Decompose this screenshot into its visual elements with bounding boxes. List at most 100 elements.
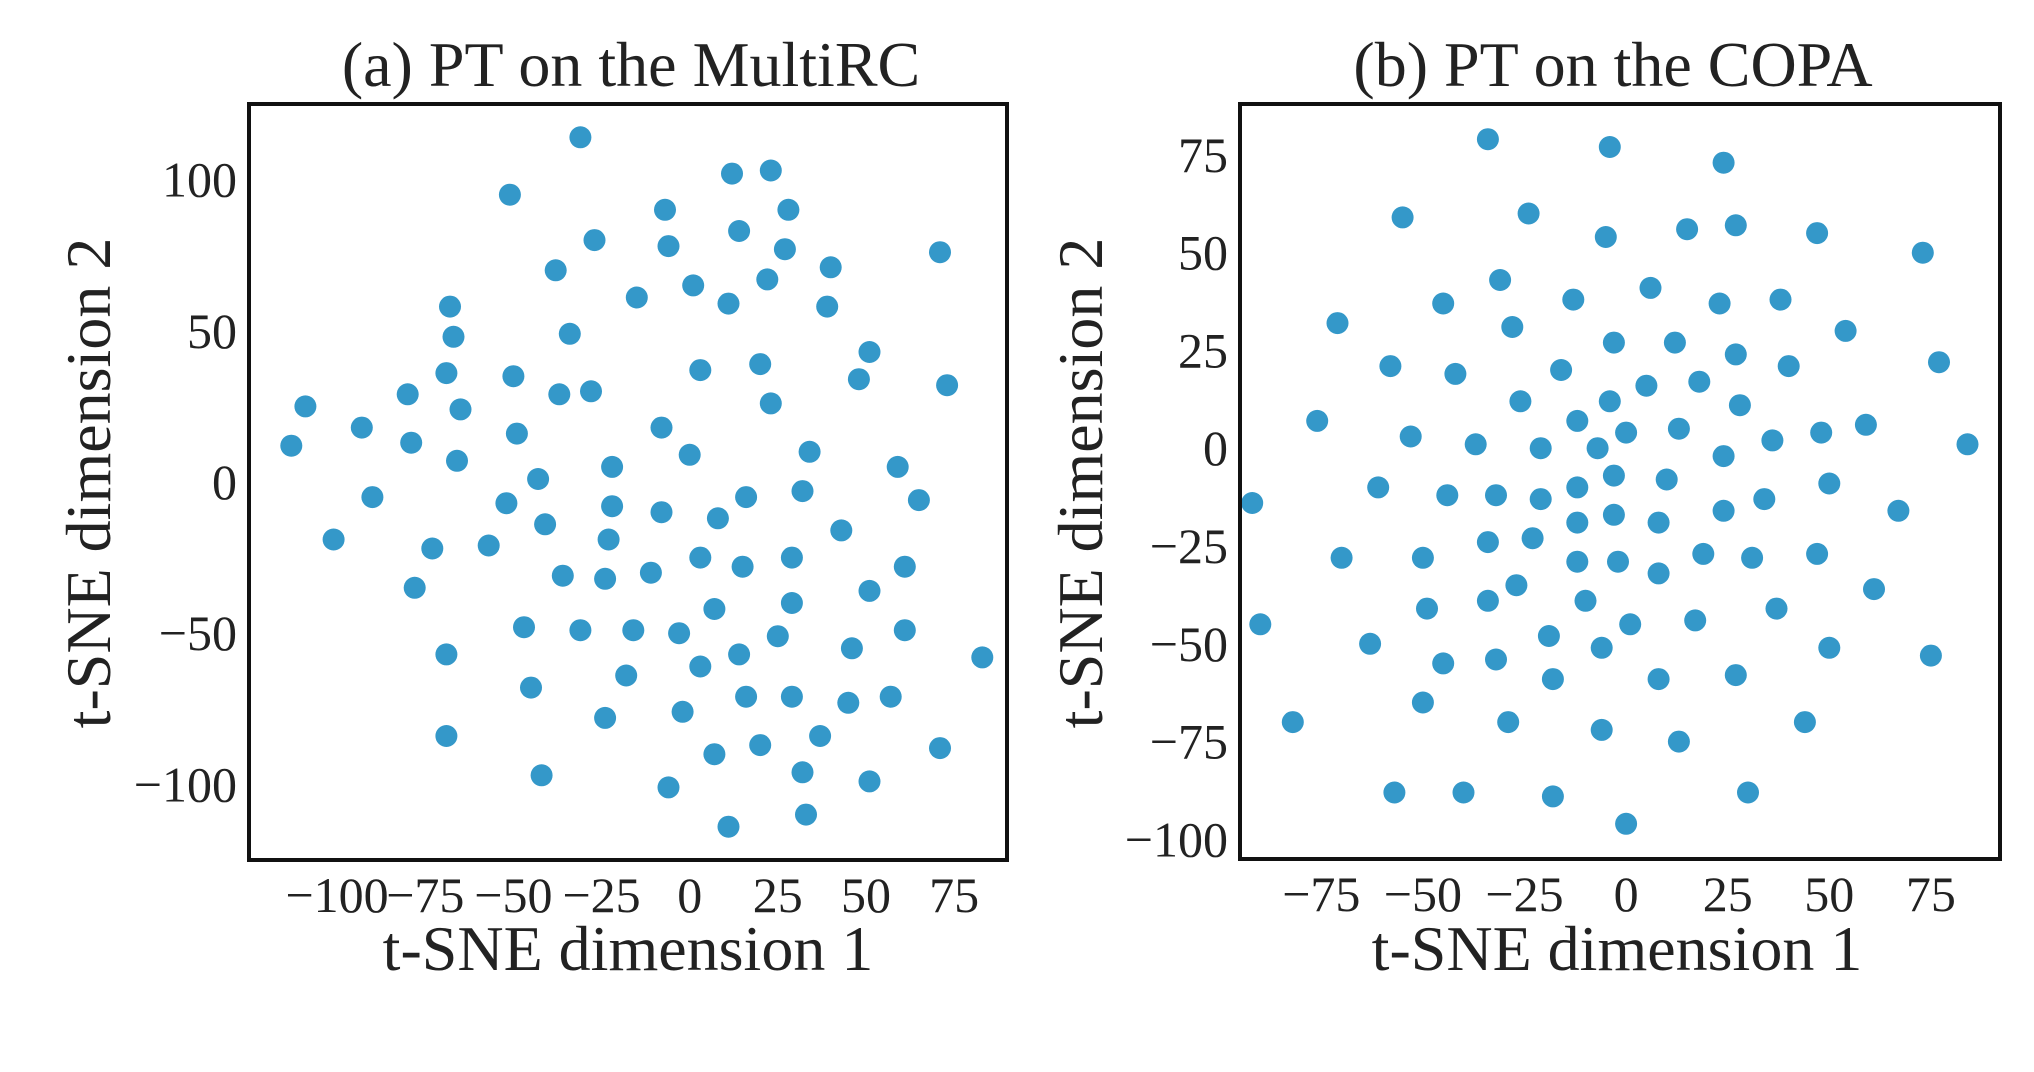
x-tick-label: 0 <box>1614 866 1639 922</box>
scatter-point <box>1728 394 1751 417</box>
scatter-point <box>435 362 458 385</box>
scatter-point <box>1505 574 1528 597</box>
scatter-point <box>1777 355 1800 378</box>
scatter-point <box>280 434 303 457</box>
scatter-point <box>1306 409 1329 432</box>
scatter-point <box>657 235 680 258</box>
scatter-point <box>858 341 881 363</box>
scatter-point <box>1712 151 1735 174</box>
scatter-point <box>435 725 458 747</box>
scatter-point <box>780 592 803 614</box>
x-tick-label: 50 <box>1804 866 1854 922</box>
x-tick-label: −50 <box>1384 866 1462 922</box>
scatter-point <box>403 576 426 599</box>
scatter-point <box>749 353 772 376</box>
scatter-point <box>1806 542 1829 565</box>
x-tick-label: 75 <box>1906 866 1956 922</box>
scatter-point <box>1647 511 1670 534</box>
scatter-point <box>1712 445 1735 468</box>
scatter-point <box>756 268 779 291</box>
scatter-point <box>583 229 606 252</box>
scatter-point <box>1684 609 1707 632</box>
y-tick-label: 50 <box>1178 225 1228 281</box>
scatter-point <box>1330 546 1353 569</box>
scatter-point <box>1367 476 1390 499</box>
x-tick-label: 25 <box>753 867 803 923</box>
scatter-point <box>816 295 839 318</box>
y-tick-label: −50 <box>159 605 237 661</box>
scatter-point <box>840 637 863 660</box>
scatter-point <box>1737 781 1759 804</box>
x-tick-label: −25 <box>562 867 640 923</box>
scatter-point <box>1602 464 1625 487</box>
scatter-point <box>689 359 712 382</box>
y-tick-label: 0 <box>212 454 237 510</box>
scatter-point <box>1598 390 1621 413</box>
scatter-point <box>400 431 423 454</box>
scatter-point <box>1615 421 1638 444</box>
scatter-point <box>819 256 842 279</box>
scatter-point <box>749 734 772 757</box>
scatter-point <box>580 380 602 403</box>
scatter-point <box>1667 730 1690 753</box>
scatter-point <box>1818 472 1841 495</box>
x-tick-label: −75 <box>1282 866 1360 922</box>
scatter-point <box>1639 276 1662 299</box>
scatter-point <box>534 513 557 536</box>
scatter-point <box>791 761 814 784</box>
scatter-point <box>1818 636 1841 659</box>
scatter-point <box>421 537 444 560</box>
scatter-point <box>1529 437 1552 460</box>
y-axis-label: t-SNE dimension 2 <box>1045 238 1116 729</box>
scatter-point <box>1615 812 1638 835</box>
scatter-point <box>1241 492 1264 514</box>
scatter-point <box>706 507 729 530</box>
scatter-point <box>1607 550 1629 573</box>
y-axis-label: t-SNE dimension 2 <box>53 238 124 729</box>
scatter-point <box>1911 241 1934 264</box>
scatter-point <box>886 455 909 478</box>
scatter-point <box>1476 128 1499 151</box>
scatter-point <box>639 561 662 584</box>
scatter-point <box>1887 499 1910 522</box>
scatter-point <box>495 492 518 515</box>
scatter-point <box>1761 429 1784 452</box>
scatter-point <box>439 295 461 318</box>
scatter-point <box>1676 218 1699 241</box>
scatter-point <box>1765 597 1788 620</box>
scatter-point <box>1444 362 1467 385</box>
scatter-point <box>622 619 645 642</box>
scatter-point <box>893 555 916 578</box>
scatter-point <box>830 519 853 542</box>
scatter-point <box>548 383 571 406</box>
scatter-point <box>1509 390 1532 413</box>
scatter-point <box>721 162 743 185</box>
scatter-point <box>766 625 789 648</box>
scatter-point <box>780 546 803 569</box>
scatter-point <box>735 685 758 708</box>
scatter-point <box>1476 531 1499 554</box>
x-tick-label: −25 <box>1485 866 1563 922</box>
scatter-point <box>657 776 680 799</box>
x-tick-label: −50 <box>474 867 552 923</box>
scatter-point <box>1594 226 1617 248</box>
scatter-point <box>1436 484 1459 507</box>
scatter-point <box>544 259 567 282</box>
scatter-point <box>1619 613 1642 636</box>
scatter-point <box>847 368 870 391</box>
x-tick-label: −75 <box>386 867 464 923</box>
scatter-point <box>703 743 726 766</box>
scatter-point <box>1655 468 1678 491</box>
scatter-point <box>1411 546 1434 569</box>
scatter-point <box>1411 691 1434 714</box>
scatter-point <box>1590 718 1613 741</box>
scatter-point <box>929 737 951 760</box>
scatter-point <box>530 764 553 787</box>
scatter-point <box>893 619 916 642</box>
scatter-point <box>654 198 676 221</box>
scatter-point <box>731 555 754 578</box>
scatter-point <box>809 725 832 747</box>
scatter-points <box>280 126 994 838</box>
scatter-point <box>1249 613 1272 636</box>
